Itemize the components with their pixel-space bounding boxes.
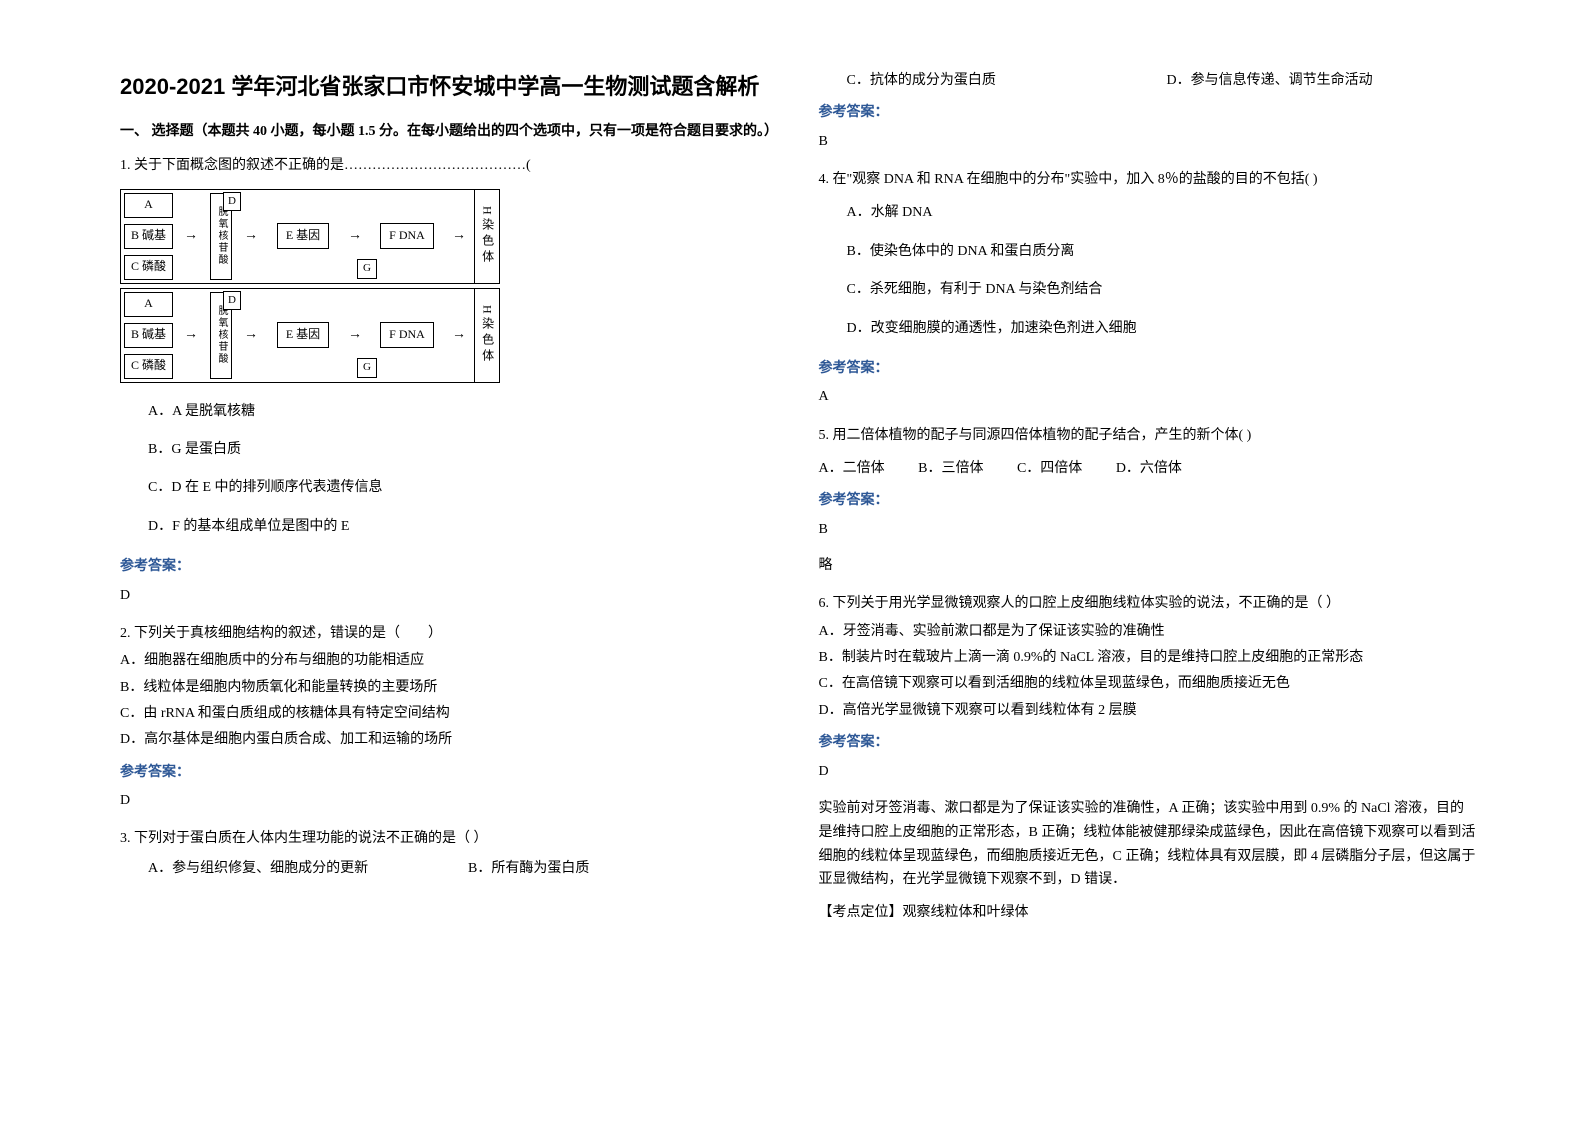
q4-answer: A <box>819 386 1478 408</box>
q6-option-a: A．牙签消毒、实验前漱口都是为了保证该实验的准确性 <box>819 621 1478 643</box>
slot-f: F DNA <box>370 190 444 283</box>
q3-option-d: D．参与信息传递、调节生命活动 <box>1167 70 1373 92</box>
q5-options: A．二倍体 B．三倍体 C．四倍体 D．六倍体 <box>819 458 1478 480</box>
q6-option-c: C．在高倍镜下观察可以看到活细胞的线粒体呈现蓝绿色，而细胞质接近无色 <box>819 673 1478 695</box>
answer-label: 参考答案： <box>819 356 1478 378</box>
q5-option-b: B．三倍体 <box>918 458 983 480</box>
label-chrom: 染色体 <box>477 317 496 365</box>
q5-option-c: C．四倍体 <box>1017 458 1082 480</box>
section-heading: 一、 选择题（本题共 40 小题，每小题 1.5 分。在每小题给出的四个选项中，… <box>120 121 779 143</box>
q5-option-a: A．二倍体 <box>819 458 885 480</box>
q1-option-d: D．F 的基本组成单位是图中的 E <box>148 516 779 538</box>
slot-f: F DNA <box>370 289 444 382</box>
doc-title: 2020-2021 学年河北省张家口市怀安城中学高一生物测试题含解析 <box>120 70 779 103</box>
q3-answer: B <box>819 131 1478 153</box>
cell-f: F DNA <box>380 223 434 248</box>
q3-option-row1: A．参与组织修复、细胞成分的更新 B．所有酶为蛋白质 <box>148 858 779 880</box>
q6-exam-point: 【考点定位】观察线粒体和叶绿体 <box>819 902 1478 924</box>
q4-option-d: D．改变细胞膜的通透性，加速染色剂进入细胞 <box>847 318 1478 340</box>
q4-stem: 4. 在"观察 DNA 和 RNA 在细胞中的分布"实验中，加入 8％的盐酸的目… <box>819 167 1478 192</box>
cell-d: D <box>223 291 241 311</box>
cell-g: G <box>357 358 377 378</box>
cell-b: B 碱基 <box>124 323 173 348</box>
q2-option-b: B．线粒体是细胞内物质氧化和能量转换的主要场所 <box>120 677 779 699</box>
q6-option-b: B．制装片时在载玻片上滴一滴 0.9%的 NaCL 溶液，目的是维持口腔上皮细胞… <box>819 647 1478 669</box>
arrow-icon: → <box>444 190 474 283</box>
q4-option-b: B．使染色体中的 DNA 和蛋白质分离 <box>847 241 1478 263</box>
cell-e: E 基因 <box>277 322 329 347</box>
diagram-left-cells: A B 碱基 C 磷酸 <box>121 190 176 283</box>
q3-option-a: A．参与组织修复、细胞成分的更新 <box>148 858 468 880</box>
slot-e: E 基因 <box>266 190 340 283</box>
q5-option-d: D．六倍体 <box>1116 458 1182 480</box>
answer-label: 参考答案： <box>120 760 779 782</box>
q1-option-c: C．D 在 E 中的排列顺序代表遗传信息 <box>148 477 779 499</box>
q5-answer: B <box>819 519 1478 541</box>
label-h: H <box>477 305 496 318</box>
right-column: C．抗体的成分为蛋白质 D．参与信息传递、调节生命活动 参考答案： B 4. 在… <box>799 70 1498 1082</box>
arrow-icon: → <box>176 289 206 382</box>
q1-option-b: B．G 是蛋白质 <box>148 439 779 461</box>
q2-answer: D <box>120 790 779 812</box>
q3-option-row2: C．抗体的成分为蛋白质 D．参与信息传递、调节生命活动 <box>847 70 1478 92</box>
q5-omitted: 略 <box>819 555 1478 577</box>
q1-answer: D <box>120 585 779 607</box>
q3-option-c: C．抗体的成分为蛋白质 <box>847 70 1167 92</box>
cell-b: B 碱基 <box>124 224 173 249</box>
q2-option-a: A．细胞器在细胞质中的分布与细胞的功能相适应 <box>120 650 779 672</box>
cell-c: C 磷酸 <box>124 354 173 379</box>
q1-stem: 1. 关于下面概念图的叙述不正确的是…………………………………( <box>120 153 779 178</box>
cell-f: F DNA <box>380 322 434 347</box>
cell-c: C 磷酸 <box>124 255 173 280</box>
cell-a: A <box>124 292 173 317</box>
q1-stem-text: 1. 关于下面概念图的叙述不正确的是…………………………………( <box>120 158 531 173</box>
answer-label: 参考答案： <box>819 100 1478 122</box>
left-column: 2020-2021 学年河北省张家口市怀安城中学高一生物测试题含解析 一、 选择… <box>100 70 799 1082</box>
diagram-instance-2: A B 碱基 C 磷酸 → D 脱氧核苷酸 → E 基因 → F DNA G →… <box>120 288 500 383</box>
q2-option-c: C．由 rRNA 和蛋白质组成的核糖体具有特定空间结构 <box>120 703 779 725</box>
q2-stem: 2. 下列关于真核细胞结构的叙述，错误的是（ ） <box>120 621 779 646</box>
q6-option-d: D．高倍光学显微镜下观察可以看到线粒体有 2 层膜 <box>819 700 1478 722</box>
q3-option-b: B．所有酶为蛋白质 <box>468 858 589 880</box>
arrow-icon: → <box>176 190 206 283</box>
answer-label: 参考答案： <box>819 730 1478 752</box>
arrow-icon: → <box>444 289 474 382</box>
cell-a: A <box>124 193 173 218</box>
cell-d: D <box>223 192 241 212</box>
q2-option-d: D．高尔基体是细胞内蛋白质合成、加工和运输的场所 <box>120 729 779 751</box>
q6-explanation: 实验前对牙签消毒、漱口都是为了保证该实验的准确性，A 正确；该实验中用到 0.9… <box>819 797 1478 892</box>
cell-right: H 染色体 <box>474 289 499 382</box>
q4-option-a: A．水解 DNA <box>847 202 1478 224</box>
answer-label: 参考答案： <box>120 554 779 576</box>
q1-option-a: A．A 是脱氧核糖 <box>148 401 779 423</box>
q3-stem: 3. 下列对于蛋白质在人体内生理功能的说法不正确的是（ ） <box>120 826 779 851</box>
q5-stem: 5. 用二倍体植物的配子与同源四倍体植物的配子结合，产生的新个体( ) <box>819 423 1478 448</box>
slot-e: E 基因 <box>266 289 340 382</box>
diagram-left-cells: A B 碱基 C 磷酸 <box>121 289 176 382</box>
concept-diagram: A B 碱基 C 磷酸 → D 脱氧核苷酸 → E 基因 → F DNA G →… <box>120 189 779 383</box>
label-h: H <box>477 206 496 219</box>
q6-stem: 6. 下列关于用光学显微镜观察人的口腔上皮细胞线粒体实验的说法，不正确的是（ ） <box>819 591 1478 616</box>
answer-label: 参考答案： <box>819 488 1478 510</box>
q6-answer: D <box>819 761 1478 783</box>
cell-right: H 染色体 <box>474 190 499 283</box>
q4-option-c: C．杀死细胞，有利于 DNA 与染色剂结合 <box>847 279 1478 301</box>
cell-g: G <box>357 259 377 279</box>
diagram-instance-1: A B 碱基 C 磷酸 → D 脱氧核苷酸 → E 基因 → F DNA G →… <box>120 189 500 284</box>
label-chrom: 染色体 <box>477 218 496 266</box>
cell-e: E 基因 <box>277 223 329 248</box>
